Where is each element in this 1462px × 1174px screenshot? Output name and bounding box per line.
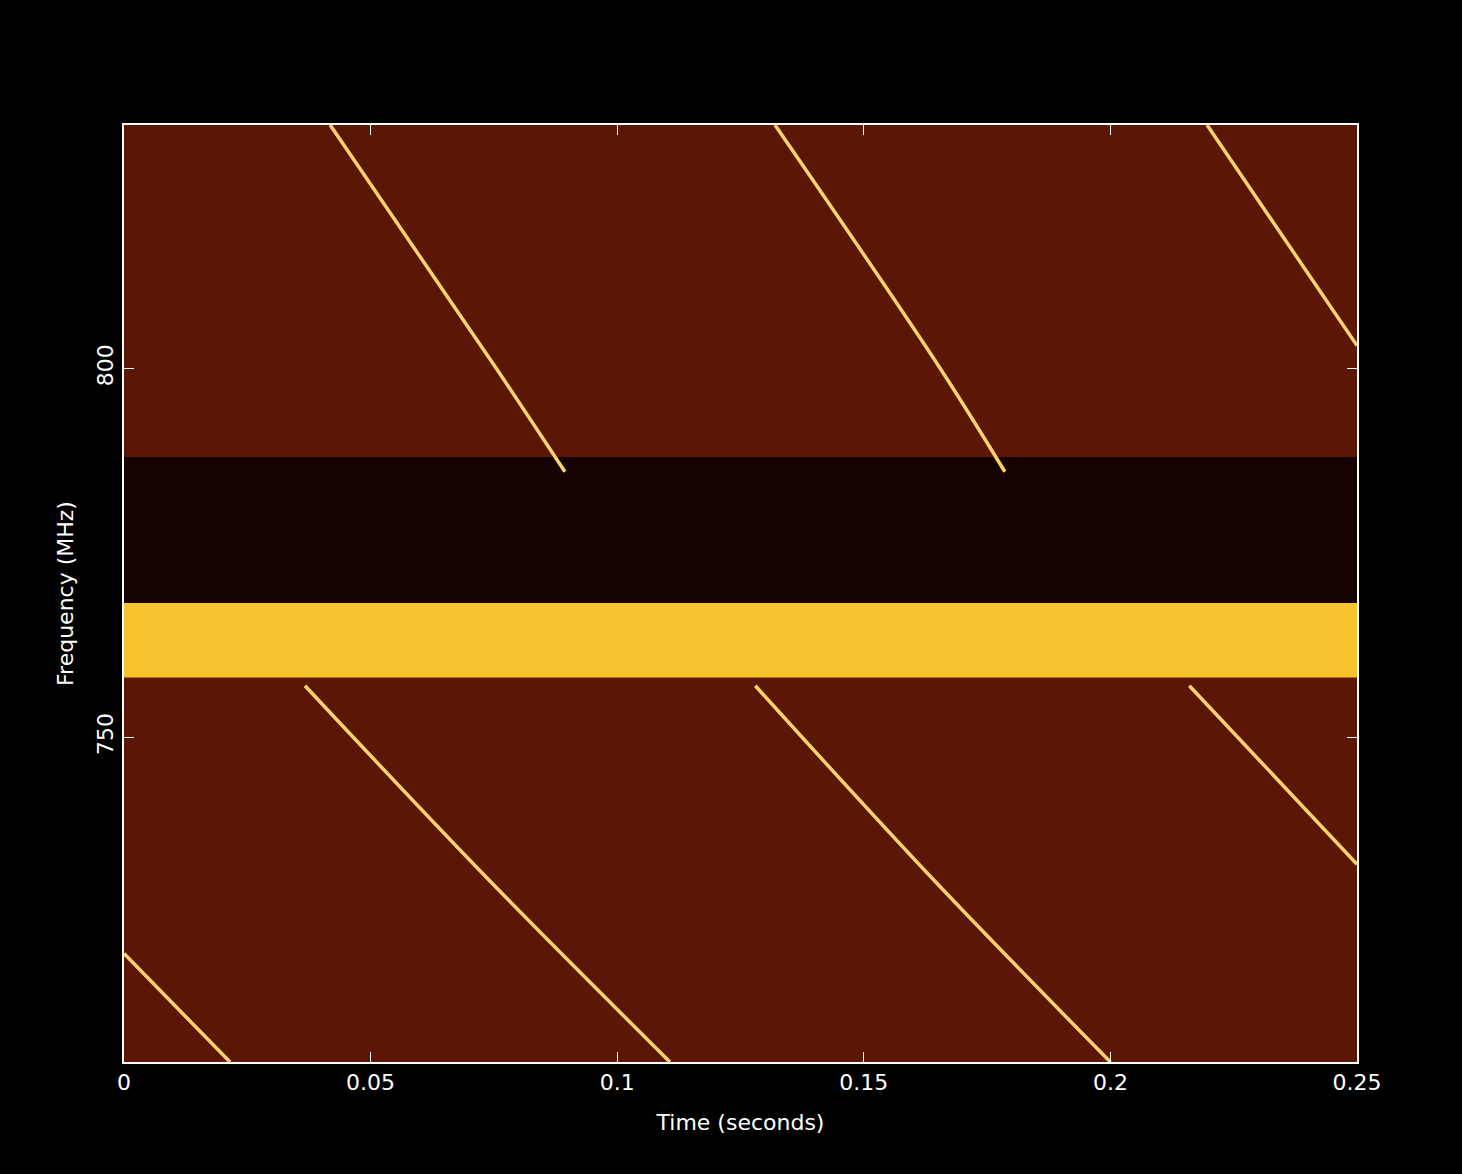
svg-text:Time (seconds): Time (seconds) (656, 1110, 825, 1135)
svg-text:0.05: 0.05 (346, 1070, 395, 1095)
svg-text:0.15: 0.15 (839, 1070, 888, 1095)
svg-text:0.25: 0.25 (1333, 1070, 1382, 1095)
svg-text:750: 750 (93, 713, 118, 755)
svg-text:0.2: 0.2 (1093, 1070, 1128, 1095)
svg-text:Frequency (MHz): Frequency (MHz) (53, 501, 78, 686)
svg-text:0: 0 (117, 1070, 131, 1095)
svg-text:0.1: 0.1 (600, 1070, 635, 1095)
svg-text:800: 800 (93, 344, 118, 386)
